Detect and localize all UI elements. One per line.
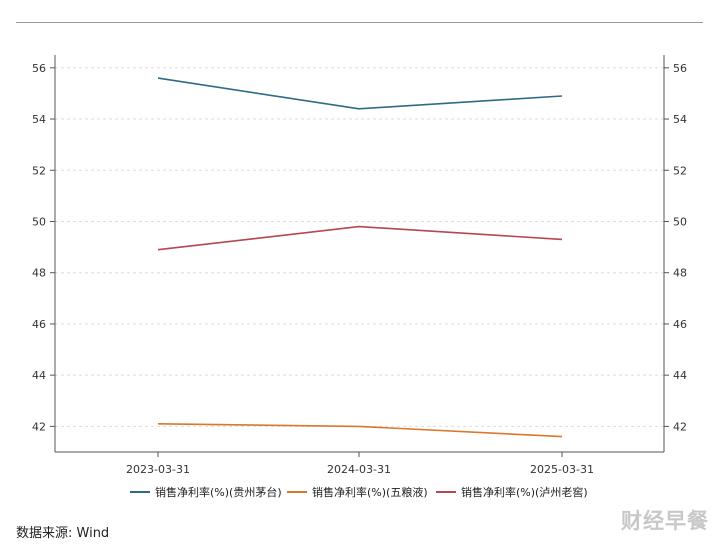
y-tick-label-left: 56 (32, 62, 46, 75)
y-tick-label-left: 44 (32, 369, 46, 382)
gridlines (55, 67, 664, 427)
y-tick-label-right: 54 (673, 113, 687, 126)
legend-label-0: 销售净利率(%)(贵州茅台) (155, 485, 282, 499)
series-lines (157, 77, 563, 438)
series-line-0 (157, 77, 563, 110)
axes: 42 42 44 44 46 46 48 48 50 50 52 52 54 54 56 56 2023-03-… (32, 55, 687, 476)
y-tick-label-left: 50 (32, 215, 46, 228)
y-tick-label-right: 50 (673, 215, 687, 228)
y-tick-label-right: 52 (673, 164, 687, 177)
y-tick-label-left: 46 (32, 318, 46, 331)
series-line-1 (157, 423, 563, 438)
data-source-note: 数据来源: Wind (16, 526, 110, 541)
legend: 销售净利率(%)(贵州茅台) 销售净利率(%)(五粮液) 销售净利率(%)(泸州老窖… (130, 485, 588, 499)
y-tick-label-left: 52 (32, 164, 46, 177)
y-tick-label-right: 48 (673, 267, 687, 280)
series-line-2 (157, 225, 563, 251)
x-tick-label: 2024-03-31 (327, 463, 391, 476)
y-tick-label-left: 54 (32, 113, 46, 126)
y-tick-label-right: 44 (673, 369, 687, 382)
y-tick-label-right: 42 (673, 420, 687, 433)
y-tick-label-left: 48 (32, 267, 46, 280)
y-tick-label-left: 42 (32, 420, 46, 433)
x-tick-label: 2023-03-31 (126, 463, 190, 476)
x-tick-label: 2025-03-31 (530, 463, 594, 476)
top-rule (16, 22, 703, 23)
legend-label-1: 销售净利率(%)(五粮液) (312, 485, 428, 499)
watermark-logo: 财经早餐 (621, 509, 709, 533)
y-tick-label-right: 56 (673, 62, 687, 75)
y-tick-label-right: 46 (673, 318, 687, 331)
legend-label-2: 销售净利率(%)(泸州老窖) (461, 485, 588, 499)
